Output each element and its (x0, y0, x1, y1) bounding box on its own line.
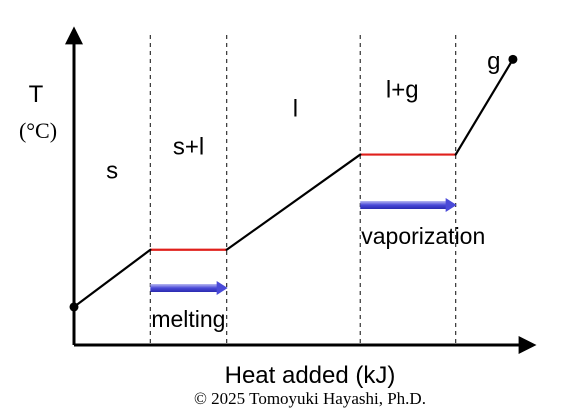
phase-change-segments (150, 153, 456, 251)
arrow-head (216, 281, 228, 295)
phase-label: s (106, 157, 118, 184)
arrow-melting: melting (150, 281, 228, 332)
phase-label: l+g (386, 76, 419, 103)
arrow-head (445, 198, 457, 212)
heating-curve (69, 54, 518, 312)
y-axis-label: T (29, 81, 44, 108)
x-axis-label: Heat added (kJ) (225, 362, 396, 389)
arrow-label: vaporization (361, 223, 485, 249)
phase-boundaries (149, 34, 457, 343)
phase-label: l (293, 95, 298, 122)
arrow-shaft (360, 201, 448, 209)
curve-segment-3 (225, 153, 362, 251)
copyright-notice: © 2025 Tomoyuki Hayashi, Ph.D. (194, 389, 426, 408)
curve-segment-5 (454, 58, 515, 156)
process-arrows: melting vaporization (150, 198, 485, 332)
arrow-shaft (150, 284, 219, 292)
arrow-vaporization: vaporization (360, 198, 485, 249)
y-axis-unit: (°C) (19, 118, 57, 143)
phase-labels: s s+l l l+g g (106, 48, 500, 185)
phase-label: s+l (173, 134, 204, 161)
arrow-label: melting (151, 306, 225, 332)
phase-label: g (487, 48, 500, 75)
curve-segment-1 (72, 248, 152, 309)
curve-end-point (508, 54, 518, 64)
